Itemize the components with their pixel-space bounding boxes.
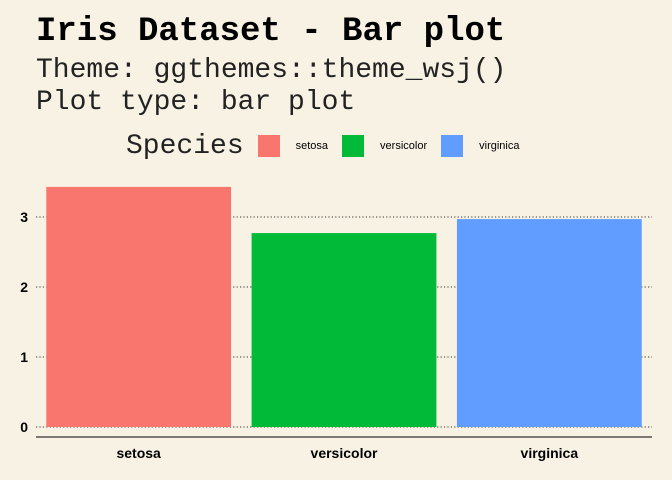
x-tick-label-setosa: setosa	[116, 445, 161, 461]
bar-setosa	[46, 186, 232, 427]
legend-item-setosa: setosa	[257, 135, 329, 157]
y-tick-label-0: 0	[20, 419, 28, 435]
x-tick-label-versicolor: versicolor	[311, 445, 378, 461]
y-tick-label-1: 1	[20, 349, 28, 365]
bar-virginica	[456, 219, 642, 427]
legend-swatch-setosa	[257, 135, 280, 157]
bar-versicolor	[251, 233, 437, 427]
legend-item-versicolor: versicolor	[342, 135, 427, 157]
y-tick-label-3: 3	[20, 209, 28, 225]
chart-subtitle-plot-type: Plot type: bar plot	[36, 87, 356, 118]
x-tick-label-virginica: virginica	[521, 445, 579, 461]
y-tick-label-2: 2	[20, 279, 28, 295]
legend-label-virginica: virginica	[479, 140, 520, 152]
legend-item-virginica: virginica	[441, 135, 519, 157]
chart-subtitle-theme: Theme: ggthemes::theme_wsj()	[36, 55, 507, 86]
legend-swatch-virginica	[441, 135, 464, 157]
legend-swatch-versicolor	[342, 135, 365, 157]
legend-label-versicolor: versicolor	[380, 140, 428, 152]
chart-title: Iris Dataset - Bar plot	[36, 13, 506, 51]
legend-label-setosa: setosa	[295, 140, 329, 152]
legend-title: Species	[126, 130, 244, 162]
legend: Species setosa versicolor virginica	[126, 128, 533, 164]
